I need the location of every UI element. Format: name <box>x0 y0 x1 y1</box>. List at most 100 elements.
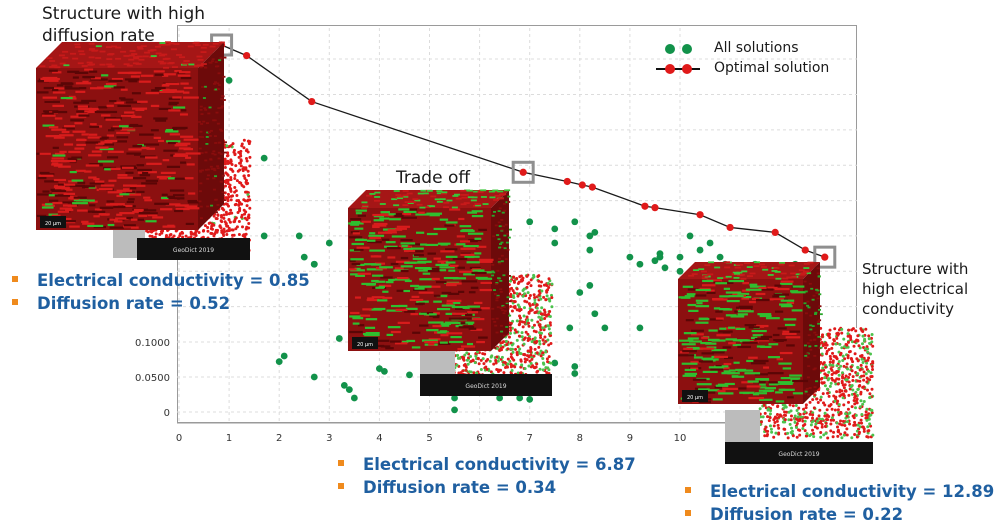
slice-dot <box>222 230 226 234</box>
slice-dot <box>509 305 513 309</box>
fiber <box>158 107 172 110</box>
fiber <box>348 330 363 334</box>
fiber <box>147 49 154 52</box>
fiber <box>123 188 130 191</box>
fiber <box>439 324 450 327</box>
slice-dot <box>516 371 520 375</box>
fiber <box>706 279 722 282</box>
slice-dot <box>775 413 779 417</box>
fiber <box>357 324 365 327</box>
fiber <box>713 307 721 310</box>
fiber <box>378 285 386 289</box>
slice-dot <box>855 397 859 401</box>
slice-dot <box>858 425 862 429</box>
fiber <box>51 157 65 160</box>
slice-dot <box>821 392 825 396</box>
fiber <box>387 229 397 232</box>
slice-dot <box>789 418 793 422</box>
fiber <box>468 291 476 294</box>
fiber <box>721 372 735 375</box>
fiber <box>500 229 504 232</box>
fiber <box>88 48 95 51</box>
fiber <box>806 300 810 303</box>
slice-dot <box>486 358 490 362</box>
slice-dot <box>243 212 247 216</box>
fiber <box>489 196 496 199</box>
slice-dot <box>836 399 840 403</box>
slice-dot <box>776 423 780 427</box>
fiber <box>174 153 186 156</box>
slice-dot <box>833 408 837 412</box>
fiber <box>99 147 114 151</box>
fiber <box>366 239 376 242</box>
slice-dot <box>508 359 512 363</box>
fiber <box>168 42 175 45</box>
slice-dot <box>795 435 799 439</box>
fiber <box>116 189 133 192</box>
bullet-icon <box>685 486 691 493</box>
fiber <box>416 231 425 234</box>
fiber <box>138 58 145 61</box>
x-tick-label: 6 <box>476 433 482 444</box>
fiber <box>362 308 372 311</box>
all-solution-point <box>376 365 383 372</box>
fiber <box>775 277 782 280</box>
fiber <box>446 199 453 202</box>
slice-dot <box>768 424 772 428</box>
fiber <box>702 274 709 277</box>
slice-dot <box>541 361 545 365</box>
fiber <box>110 45 117 48</box>
fiber <box>160 208 173 211</box>
fiber <box>505 300 509 303</box>
fiber <box>63 192 76 195</box>
slice-dot <box>515 351 519 355</box>
fiber <box>467 211 478 214</box>
fiber <box>385 347 394 350</box>
fiber <box>429 314 440 318</box>
fiber <box>735 263 742 266</box>
fiber <box>82 199 95 202</box>
fiber <box>106 134 114 137</box>
fiber <box>373 215 384 218</box>
fiber <box>713 280 721 283</box>
fiber <box>208 61 212 64</box>
fiber <box>807 365 811 368</box>
fiber <box>377 299 388 302</box>
fiber <box>756 324 769 328</box>
fiber <box>75 90 86 93</box>
fiber <box>468 327 477 330</box>
fiber <box>206 177 210 180</box>
slice-dot <box>229 194 233 198</box>
fiber <box>134 153 141 156</box>
slice-dot <box>765 429 769 433</box>
fiber <box>507 275 511 277</box>
slice-dot <box>853 340 857 344</box>
fiber <box>464 189 471 192</box>
fiber <box>58 165 71 168</box>
highlight-box <box>813 245 837 269</box>
fiber <box>218 141 222 144</box>
fiber <box>470 199 477 202</box>
slice-dot <box>802 407 806 411</box>
slice-dot <box>761 415 765 419</box>
slice-dot <box>867 417 871 421</box>
fiber <box>777 382 793 385</box>
fiber <box>174 70 182 73</box>
fiber <box>759 386 767 389</box>
fiber <box>168 103 178 106</box>
slice-dot <box>514 347 518 351</box>
fiber <box>187 199 198 203</box>
slice-dot <box>542 295 546 299</box>
fiber <box>491 214 495 217</box>
slice-dot <box>844 374 848 378</box>
fiber <box>56 84 64 87</box>
slice-dot <box>507 335 511 339</box>
fiber <box>714 355 729 358</box>
fiber <box>215 111 219 114</box>
slice-dot <box>824 365 828 369</box>
fiber <box>203 85 207 88</box>
brand-label: GeoDict 2019 <box>778 451 819 458</box>
fiber <box>503 334 507 337</box>
x-tick-label: 9 <box>627 433 633 444</box>
fiber <box>782 330 790 333</box>
